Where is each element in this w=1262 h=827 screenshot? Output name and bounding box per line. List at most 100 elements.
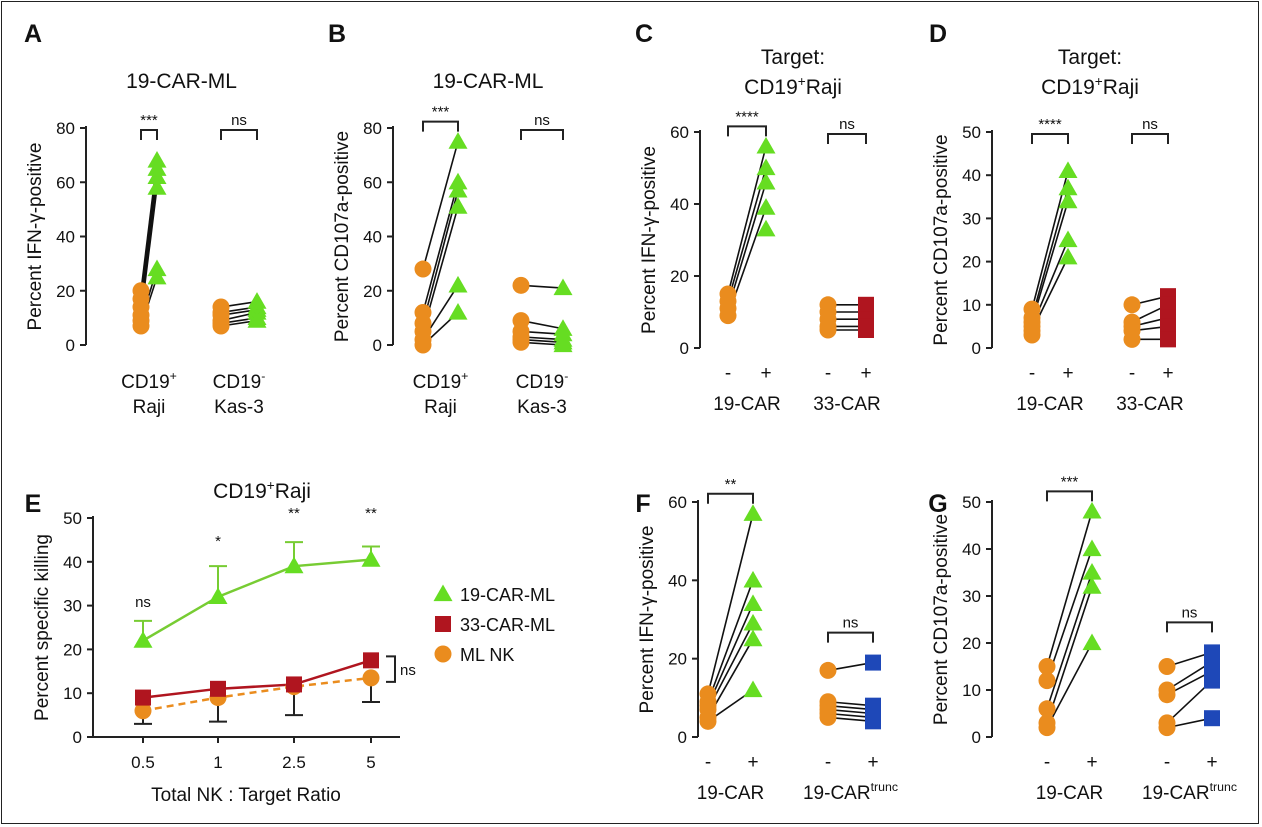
panel-f-group1-significance: ** <box>725 476 737 493</box>
panel-c-group2-significance: ns <box>839 116 855 133</box>
panel-e-y-tick-label: 30 <box>63 597 82 616</box>
panel-g-group1-significance: *** <box>1061 473 1079 490</box>
panel-c-y-tick-label: 0 <box>680 339 689 358</box>
panel-b-point-before <box>512 333 530 351</box>
panel-e-bracket <box>386 655 396 683</box>
panel-b-y-tick-label: 60 <box>363 173 382 192</box>
panel-g-point-before <box>1038 700 1056 718</box>
legend-marker-1 <box>433 584 453 602</box>
panel-f-x-minus-2: - <box>825 752 831 773</box>
panel-d-x-label-2: 33-CAR <box>1116 394 1184 415</box>
panel-d-point-after <box>1160 331 1176 348</box>
panel-b-point-after <box>553 278 573 296</box>
panel-f-point-before <box>699 712 717 730</box>
panel-g-x-label-2: 19-CARtrunc <box>1142 780 1237 804</box>
panel-g-x-label-1: 19-CAR <box>1036 783 1104 804</box>
panel-g-pair-line <box>1046 548 1093 681</box>
panel-a-y-tick-label: 0 <box>66 336 75 355</box>
panel-b-y-tick-label: 0 <box>373 336 382 355</box>
panel-b-x-label-2: CD19- <box>516 369 569 393</box>
panel-c-pair-line <box>727 167 767 302</box>
panel-c-point-before <box>819 321 837 339</box>
panel-g-point-before <box>1038 658 1056 675</box>
panel-a-point-after <box>147 167 167 184</box>
panel-f-point-after <box>743 570 763 588</box>
panel-b-point-after <box>448 275 468 293</box>
panel-e-significance: * <box>215 533 221 550</box>
panel-c-x-plus-1: + <box>760 363 771 384</box>
panel-b-letter: B <box>328 20 346 48</box>
panel-d-x-minus-1: - <box>1029 363 1035 384</box>
panel-g-point-after <box>1082 563 1102 580</box>
panel-g-point-after <box>1082 577 1102 594</box>
panel-b-point-before <box>512 276 530 294</box>
legend-label-1: 19-CAR-ML <box>460 585 555 605</box>
panel-e-point-19-car-ml <box>361 550 381 567</box>
panel-b-group2-bracket <box>520 129 564 140</box>
panel-a-x-sublabel-2: Kas-3 <box>214 397 264 418</box>
panel-e-title: CD19+Raji <box>213 478 311 503</box>
panel-g-y-tick-label: 10 <box>962 681 981 700</box>
panel-b-pair-line <box>422 141 459 270</box>
panel-e-x-tick-label: 1 <box>213 753 222 772</box>
panel-f-x-plus-1: + <box>747 752 758 773</box>
panel-e-point-33-car-ml <box>286 676 302 693</box>
panel-f-x-plus-2: + <box>867 752 878 773</box>
panel-g-point-after <box>1204 710 1220 727</box>
panel-d-point-before <box>1123 296 1141 314</box>
panel-c-y-tick-label: 20 <box>670 267 689 286</box>
panel-d-letter: D <box>929 20 947 48</box>
panel-b-group2-significance: ns <box>534 112 550 129</box>
panel-b-y-tick-label: 80 <box>363 119 382 138</box>
panel-d-y-tick-label: 30 <box>962 209 981 228</box>
panel-g-y-tick-label: 20 <box>962 634 981 653</box>
panel-e-x-tick-label: 0.5 <box>131 753 155 772</box>
panel-d-group2-bracket <box>1131 133 1169 144</box>
panel-g-y-tick-label: 0 <box>972 728 981 747</box>
panel-f-point-before <box>819 661 837 679</box>
panel-d-pair-line <box>1031 200 1069 323</box>
panel-e-point-19-car-ml <box>133 631 153 648</box>
panel-c-title-line2: CD19+Raji <box>744 74 842 99</box>
panel-g-group1-bracket <box>1046 490 1093 502</box>
panel-e-x-tick-label: 2.5 <box>282 753 306 772</box>
panel-f-y-axis-label: Percent IFN-γ-positive <box>637 526 658 714</box>
panel-e-x-tick-label: 5 <box>366 753 375 772</box>
panel-d-group2-significance: ns <box>1142 116 1158 133</box>
panel-f-y-tick-label: 60 <box>668 493 687 512</box>
panel-e-significance: ** <box>365 505 377 522</box>
panel-e-y-tick-label: 0 <box>73 728 82 747</box>
panel-b-x-sublabel-1: Raji <box>424 397 457 418</box>
panel-c-group1-bracket <box>727 125 767 137</box>
panel-c-group2-bracket <box>827 133 867 144</box>
panel-g-pair-line <box>1046 642 1093 728</box>
panel-a-x-label-2: CD19- <box>213 369 266 393</box>
panel-c-title-line1: Target: <box>761 46 825 69</box>
panel-g-pair-line <box>1046 586 1093 724</box>
panel-e-series-line-ml-nk <box>142 676 372 712</box>
panel-d-point-before <box>1123 330 1141 348</box>
panel-e-y-tick-label: 50 <box>63 509 82 528</box>
panel-c-x-plus-2: + <box>860 363 871 384</box>
panel-f-x-label-1: 19-CAR <box>697 783 765 804</box>
panel-b-y-tick-label: 40 <box>363 228 382 247</box>
legend-label-3: ML NK <box>460 645 514 665</box>
panel-a-title: 19-CAR-ML <box>126 70 237 93</box>
legend-label-2: 33-CAR-ML <box>460 615 555 635</box>
panel-f-x-minus-1: - <box>705 752 711 773</box>
panel-b-pair-line <box>422 182 459 313</box>
panel-g-point-after <box>1082 633 1102 651</box>
panel-b-y-axis-label: Percent CD107a-positive <box>332 131 353 342</box>
panel-d-x-plus-1: + <box>1062 363 1073 384</box>
panel-e-x-axis-label: Total NK : Target Ratio <box>151 785 341 806</box>
panel-c-letter: C <box>635 20 653 48</box>
panel-c-point-before <box>719 307 737 325</box>
panel-c-y-tick-label: 60 <box>670 123 689 142</box>
panel-g-group2-bracket <box>1166 621 1213 633</box>
panel-d-title-line1: Target: <box>1058 46 1122 69</box>
panel-e-y-tick-label: 20 <box>63 640 82 659</box>
panel-g-point-after <box>1082 539 1102 557</box>
panel-e-y-tick-label: 10 <box>63 684 82 703</box>
panel-d-point-after <box>1058 191 1078 209</box>
